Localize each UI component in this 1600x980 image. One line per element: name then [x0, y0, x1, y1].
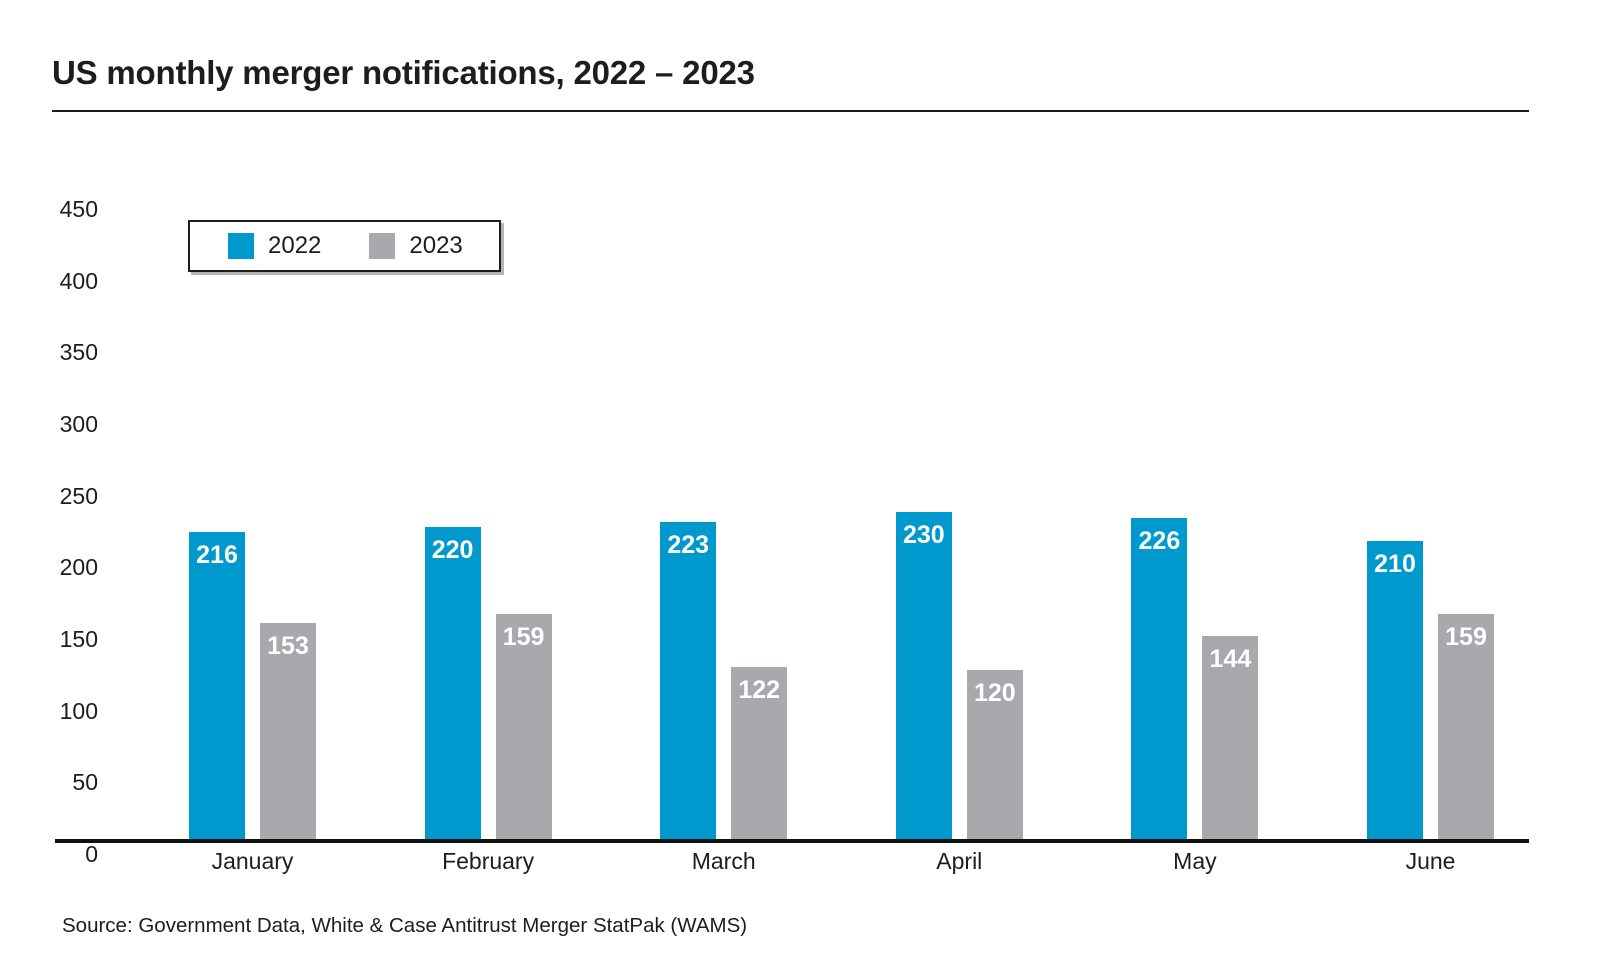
bar-2023-february [495, 614, 552, 842]
legend-label-2022: 2022 [268, 232, 322, 259]
y-axis-tick-label-350: 350 [59, 339, 98, 366]
y-axis-tick-label-400: 400 [59, 267, 98, 294]
bar-2022-may [1131, 518, 1188, 842]
y-axis-tick-label-200: 200 [59, 554, 98, 581]
bar-value-label-2022-january: 216 [196, 541, 238, 570]
y-axis-tick-label-150: 150 [59, 626, 98, 652]
chart-title: US monthly merger notifications, 2022 – … [52, 54, 755, 91]
bar-value-label-2023-march: 122 [738, 676, 781, 705]
legend-swatch-2022 [228, 233, 254, 259]
bar-2022-february [424, 526, 481, 842]
legend-label-2023: 2023 [409, 232, 463, 259]
bar-2023-january [260, 622, 316, 842]
x-axis-label-june: June [1405, 848, 1456, 874]
bar-2022-june [1367, 541, 1423, 842]
bar-2023-june [1438, 614, 1494, 842]
bar-value-label-2022-june: 210 [1374, 550, 1416, 578]
bar-2022-january [189, 532, 245, 842]
bar-2022-march [660, 522, 717, 842]
x-axis-label-march: March [691, 848, 756, 874]
legend: 2022 2023 [188, 220, 501, 272]
y-axis-tick-label-250: 250 [59, 482, 98, 509]
bar-value-label-2022-february: 220 [431, 535, 474, 564]
title-divider-rule [52, 110, 1529, 112]
y-axis-tick-label-50: 50 [72, 769, 98, 796]
x-axis-label-january: January [211, 848, 294, 874]
bar-2023-march [731, 667, 788, 842]
x-axis-label-february: February [442, 848, 535, 874]
bar-2023-april [966, 670, 1023, 842]
y-axis-tick-label-0: 0 [85, 841, 98, 867]
source-note: Source: Government Data, White & Case An… [62, 914, 748, 937]
y-axis-tick-label-100: 100 [59, 697, 98, 724]
x-axis-label-may: May [1173, 848, 1217, 874]
bar-value-label-2023-june: 159 [1445, 623, 1487, 652]
bar-value-label-2023-april: 120 [973, 679, 1016, 707]
y-axis-tick-label-450: 450 [59, 196, 98, 222]
bar-value-label-2023-january: 153 [267, 631, 309, 660]
legend-item-2023: 2023 [369, 232, 463, 260]
x-axis-label-april: April [936, 848, 983, 874]
bar-value-label-2023-february: 159 [502, 623, 545, 652]
legend-swatch-2023 [369, 233, 396, 259]
bar-2022-april [895, 512, 952, 842]
bar-value-label-2022-march: 223 [667, 531, 710, 560]
x-axis-line [55, 839, 1529, 843]
y-axis-tick-label-300: 300 [59, 411, 98, 437]
bar-value-label-2022-april: 230 [902, 521, 945, 550]
bar-value-label-2022-may: 226 [1138, 527, 1181, 556]
legend-item-2022: 2022 [228, 232, 321, 260]
bar-value-label-2023-may: 144 [1209, 644, 1252, 673]
bar-2023-may [1202, 635, 1259, 842]
